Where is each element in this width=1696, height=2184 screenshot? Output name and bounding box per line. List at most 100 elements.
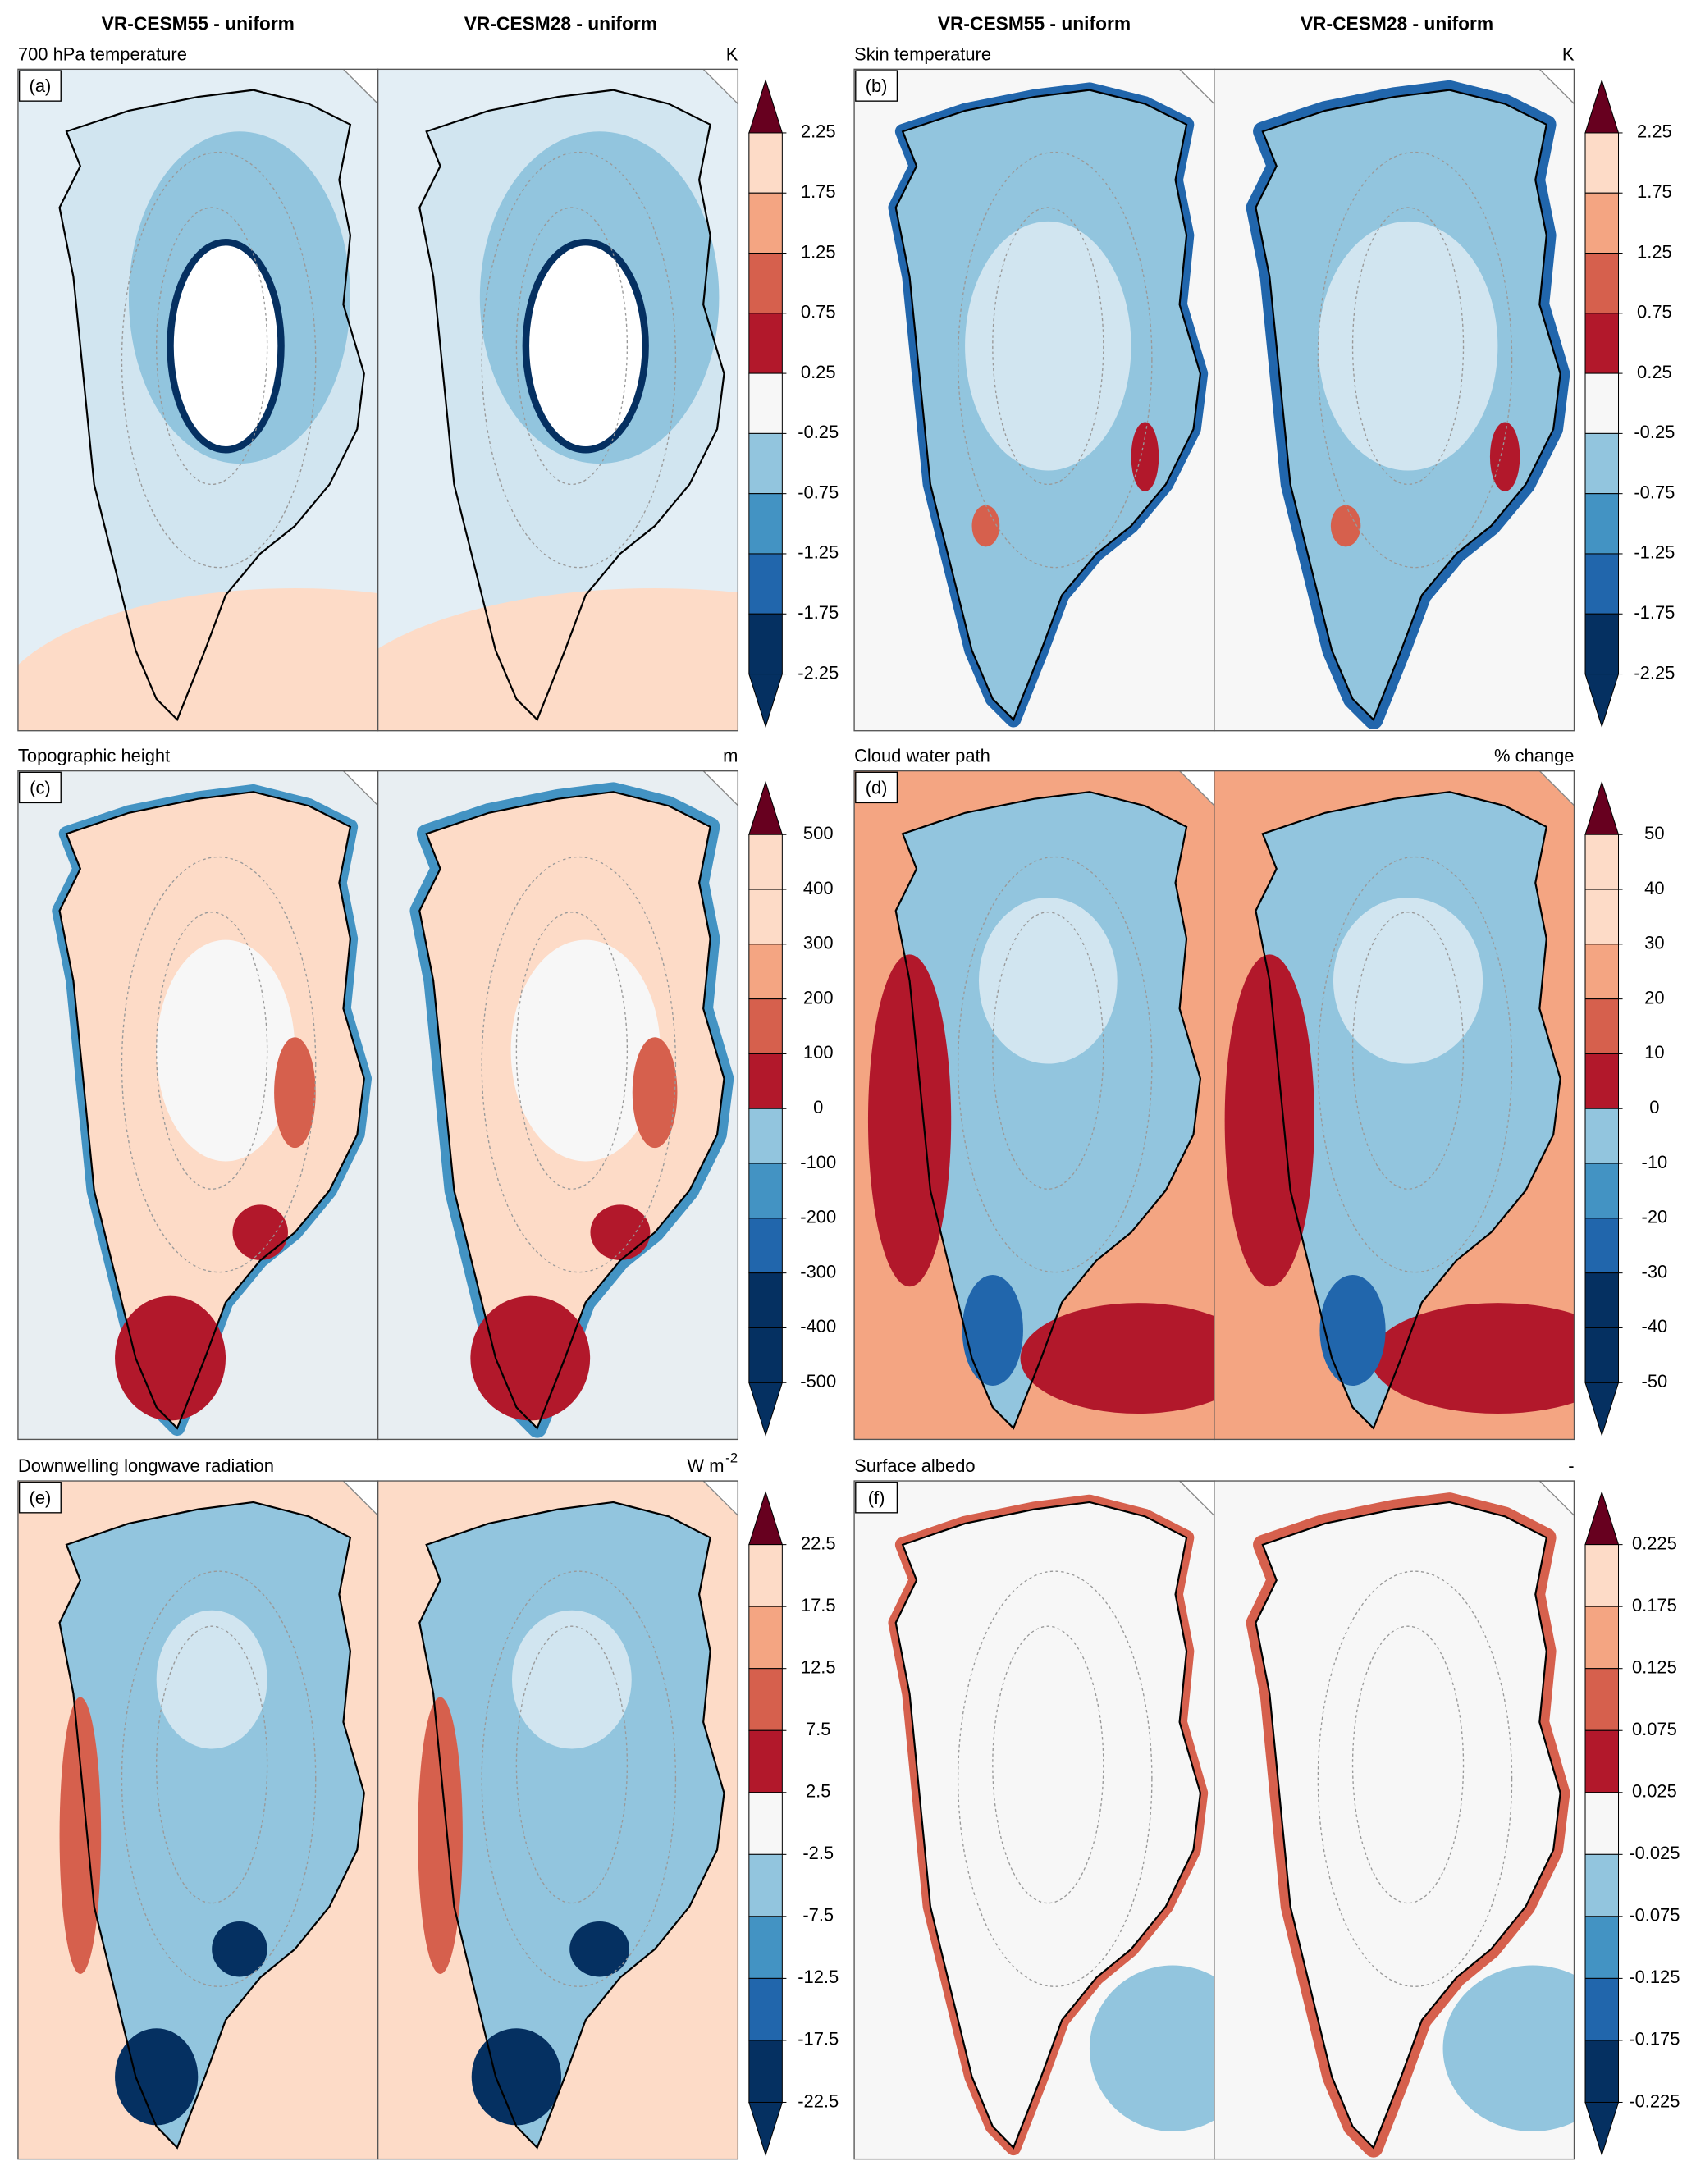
panel-label: (d) — [866, 777, 888, 797]
field-blob — [1089, 1965, 1214, 2131]
units: K — [1562, 43, 1575, 64]
colorbar-box — [748, 132, 783, 194]
panel-label: (c) — [30, 777, 51, 797]
field-blob — [156, 1610, 267, 1749]
colorbar-box — [748, 553, 783, 615]
panel-label: (b) — [866, 75, 888, 96]
colorbar-tick-label: -1.25 — [798, 542, 839, 563]
field-blob — [1489, 422, 1520, 491]
map — [854, 1481, 1214, 2159]
field-blob — [632, 1037, 678, 1149]
colorbar-box — [748, 613, 783, 675]
coastline — [418, 1501, 725, 2150]
contour — [992, 207, 1104, 486]
colorbar-tick-label: -0.175 — [1629, 2029, 1680, 2049]
colorbar-tick-label: -2.5 — [802, 1843, 834, 1863]
colorbar-tick-label: -0.075 — [1629, 1905, 1680, 1926]
colorbar-box — [748, 1668, 783, 1731]
panel-title: Surface albedo — [854, 1455, 976, 1476]
field-blob — [1333, 898, 1483, 1064]
field-blob — [1370, 1303, 1575, 1414]
contour — [1351, 912, 1465, 1190]
column-title: VR-CESM28 - uniform — [464, 12, 657, 34]
colorbar-tick-label: 0.075 — [1632, 1719, 1677, 1739]
corner-land — [342, 1481, 378, 1517]
colorbar-box — [748, 1218, 783, 1274]
corner-land — [1538, 770, 1575, 806]
corner-land — [1178, 770, 1214, 806]
contour — [481, 1570, 677, 1987]
map — [377, 69, 738, 731]
contour — [481, 856, 677, 1273]
field-blob — [377, 588, 738, 731]
units: W m — [687, 1455, 724, 1476]
colorbar-box — [748, 1916, 783, 1979]
coastline — [894, 1501, 1202, 2150]
panel-label-box — [855, 70, 898, 102]
contour — [515, 207, 629, 486]
field-blob — [1442, 1965, 1575, 2131]
units-superscript: -2 — [725, 1450, 738, 1465]
field-blob — [167, 238, 285, 454]
colorbar-tick-label: -1.25 — [1634, 542, 1675, 563]
colorbar-box — [748, 1108, 783, 1164]
contour — [155, 207, 268, 486]
colorbar-tick-label: -400 — [800, 1316, 836, 1336]
contour — [957, 1570, 1153, 1987]
colorbar-tick-label: 400 — [803, 878, 834, 898]
colorbar-tick-label: -0.75 — [1634, 482, 1675, 502]
panel-title: Cloud water path — [854, 746, 990, 766]
coastline — [58, 1501, 365, 2150]
map — [17, 770, 378, 1440]
colorbar-box — [748, 1544, 783, 1607]
colorbar-tick-label: -2.25 — [1634, 662, 1675, 683]
colorbar-box — [748, 1977, 783, 2041]
colorbar-extend-top — [1584, 1490, 1620, 1546]
map — [377, 1481, 738, 2159]
colorbar-tick-label: -0.25 — [798, 422, 839, 442]
colorbar-box — [748, 432, 783, 495]
panel-title: Downwelling longwave radiation — [18, 1455, 274, 1476]
column-title: VR-CESM55 - uniform — [102, 12, 295, 34]
map-frame — [1214, 770, 1575, 1441]
map — [377, 770, 738, 1440]
field-blob — [867, 954, 952, 1287]
colorbar-tick-label: 0.175 — [1632, 1595, 1677, 1615]
colorbar-extend-top — [748, 79, 784, 134]
colorbar-box — [1584, 1327, 1620, 1383]
colorbar-box — [748, 1163, 783, 1219]
field-blob — [962, 1274, 1023, 1386]
field-blob — [470, 1295, 591, 1421]
colorbar-tick-label: 0 — [813, 1097, 823, 1117]
colorbar-tick-label: -22.5 — [798, 2090, 839, 2111]
corner-land — [702, 770, 738, 806]
colorbar-tick-label: 1.25 — [1637, 241, 1672, 262]
colorbar-tick-label: 200 — [803, 987, 834, 1007]
field-blob — [17, 588, 378, 731]
map — [1214, 770, 1575, 1440]
colorbar-box — [748, 253, 783, 314]
units: m — [723, 746, 738, 766]
colorbar-box — [1584, 1853, 1620, 1917]
land — [1255, 792, 1561, 1428]
panel-label-box — [855, 1482, 898, 1514]
colorbar-box — [1584, 553, 1620, 615]
colorbar-box — [1584, 2040, 1620, 2103]
contour — [992, 1625, 1104, 1904]
land — [59, 1501, 364, 2148]
map-frame — [377, 68, 739, 732]
coastline — [58, 791, 365, 1430]
contour — [515, 912, 629, 1190]
colorbar-tick-label: -200 — [800, 1207, 836, 1227]
colorbar-tick-label: 2.5 — [806, 1781, 830, 1802]
field-blob — [156, 939, 295, 1162]
panel-label-box — [18, 1482, 62, 1514]
coastline — [418, 791, 725, 1430]
column-title: VR-CESM55 - uniform — [938, 12, 1131, 34]
colorbar-tick-label: 30 — [1644, 933, 1664, 953]
field-blob — [418, 1697, 463, 1975]
colorbar-tick-label: -0.025 — [1629, 1843, 1680, 1863]
colorbar-box — [1584, 132, 1620, 194]
